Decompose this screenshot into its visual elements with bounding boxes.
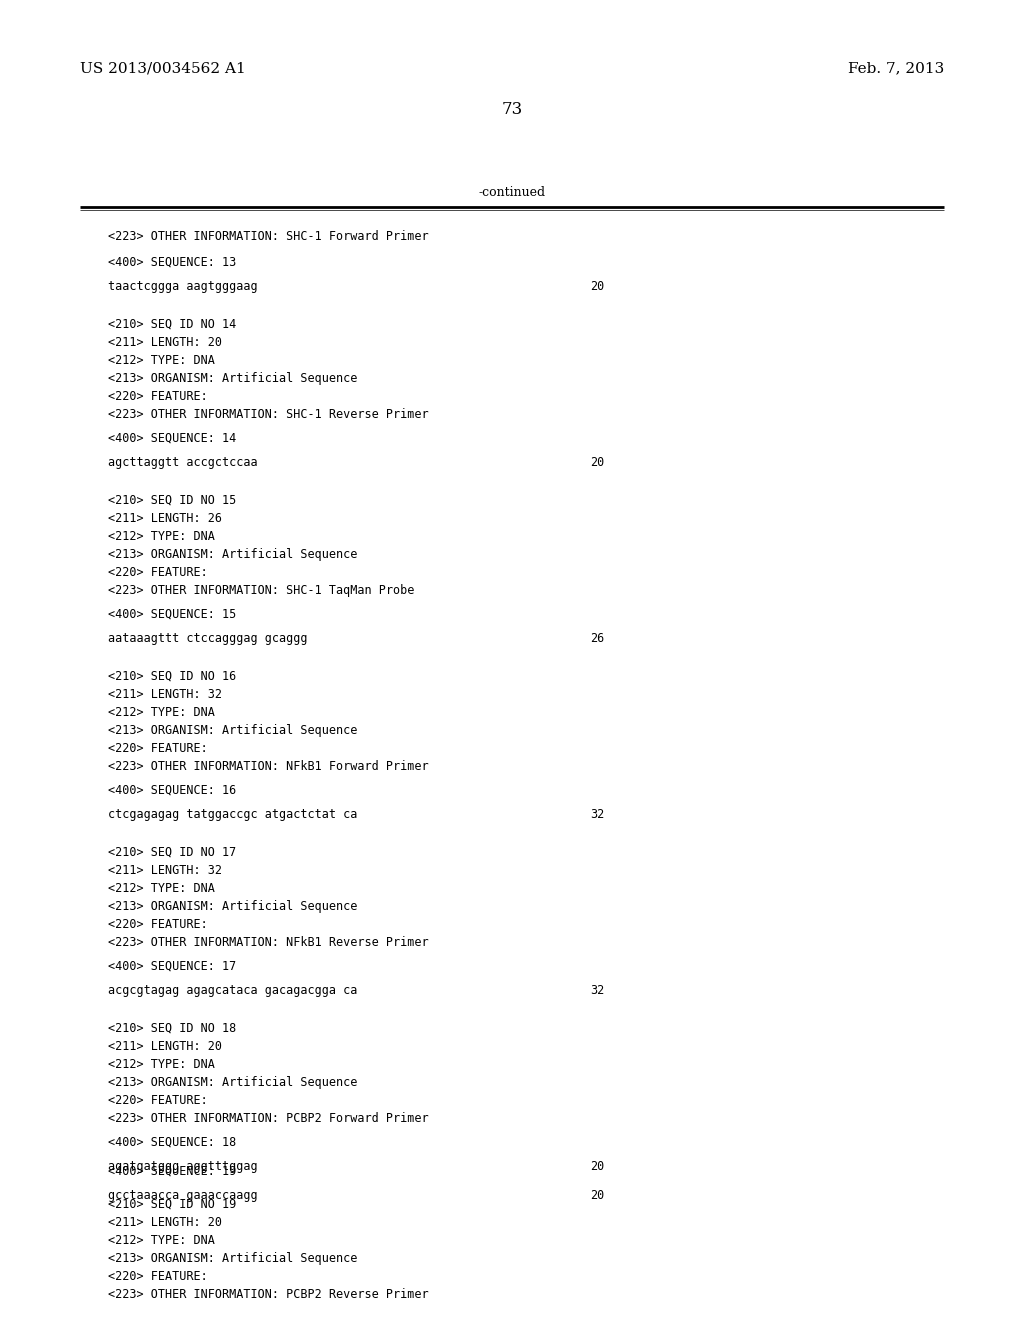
Text: <212> TYPE: DNA: <212> TYPE: DNA — [108, 531, 215, 543]
Text: <211> LENGTH: 32: <211> LENGTH: 32 — [108, 865, 222, 876]
Text: <400> SEQUENCE: 14: <400> SEQUENCE: 14 — [108, 432, 237, 445]
Text: gcctaaacca gaaaccaagg: gcctaaacca gaaaccaagg — [108, 1189, 258, 1203]
Text: US 2013/0034562 A1: US 2013/0034562 A1 — [80, 61, 246, 75]
Text: <223> OTHER INFORMATION: NFkB1 Forward Primer: <223> OTHER INFORMATION: NFkB1 Forward P… — [108, 760, 429, 774]
Text: <223> OTHER INFORMATION: SHC-1 Reverse Primer: <223> OTHER INFORMATION: SHC-1 Reverse P… — [108, 408, 429, 421]
Text: <213> ORGANISM: Artificial Sequence: <213> ORGANISM: Artificial Sequence — [108, 1076, 357, 1089]
Text: <211> LENGTH: 20: <211> LENGTH: 20 — [108, 1216, 222, 1229]
Text: <220> FEATURE:: <220> FEATURE: — [108, 742, 208, 755]
Text: <220> FEATURE:: <220> FEATURE: — [108, 566, 208, 579]
Text: <212> TYPE: DNA: <212> TYPE: DNA — [108, 1059, 215, 1071]
Text: -continued: -continued — [478, 186, 546, 198]
Text: <212> TYPE: DNA: <212> TYPE: DNA — [108, 882, 215, 895]
Text: 20: 20 — [590, 1189, 604, 1203]
Text: <400> SEQUENCE: 15: <400> SEQUENCE: 15 — [108, 609, 237, 620]
Text: <223> OTHER INFORMATION: SHC-1 TaqMan Probe: <223> OTHER INFORMATION: SHC-1 TaqMan Pr… — [108, 583, 415, 597]
Text: taactcggga aagtgggaag: taactcggga aagtgggaag — [108, 280, 258, 293]
Text: <220> FEATURE:: <220> FEATURE: — [108, 917, 208, 931]
Text: <223> OTHER INFORMATION: PCBP2 Reverse Primer: <223> OTHER INFORMATION: PCBP2 Reverse P… — [108, 1288, 429, 1302]
Text: <223> OTHER INFORMATION: SHC-1 Forward Primer: <223> OTHER INFORMATION: SHC-1 Forward P… — [108, 230, 429, 243]
Text: <213> ORGANISM: Artificial Sequence: <213> ORGANISM: Artificial Sequence — [108, 1251, 357, 1265]
Text: <211> LENGTH: 20: <211> LENGTH: 20 — [108, 1040, 222, 1053]
Text: 32: 32 — [590, 808, 604, 821]
Text: 20: 20 — [590, 280, 604, 293]
Text: agcttaggtt accgctccaa: agcttaggtt accgctccaa — [108, 455, 258, 469]
Text: <213> ORGANISM: Artificial Sequence: <213> ORGANISM: Artificial Sequence — [108, 900, 357, 913]
Text: <400> SEQUENCE: 19: <400> SEQUENCE: 19 — [108, 1166, 237, 1177]
Text: <223> OTHER INFORMATION: NFkB1 Reverse Primer: <223> OTHER INFORMATION: NFkB1 Reverse P… — [108, 936, 429, 949]
Text: Feb. 7, 2013: Feb. 7, 2013 — [848, 61, 944, 75]
Text: ctcgagagag tatggaccgc atgactctat ca: ctcgagagag tatggaccgc atgactctat ca — [108, 808, 357, 821]
Text: <211> LENGTH: 32: <211> LENGTH: 32 — [108, 688, 222, 701]
Text: <210> SEQ ID NO 18: <210> SEQ ID NO 18 — [108, 1022, 237, 1035]
Text: <220> FEATURE:: <220> FEATURE: — [108, 1094, 208, 1107]
Text: acgcgtagag agagcataca gacagacgga ca: acgcgtagag agagcataca gacagacgga ca — [108, 983, 357, 997]
Text: 32: 32 — [590, 983, 604, 997]
Text: <212> TYPE: DNA: <212> TYPE: DNA — [108, 706, 215, 719]
Text: <220> FEATURE:: <220> FEATURE: — [108, 1270, 208, 1283]
Text: <210> SEQ ID NO 16: <210> SEQ ID NO 16 — [108, 671, 237, 682]
Text: <212> TYPE: DNA: <212> TYPE: DNA — [108, 354, 215, 367]
Text: <210> SEQ ID NO 19: <210> SEQ ID NO 19 — [108, 1199, 237, 1210]
Text: <210> SEQ ID NO 17: <210> SEQ ID NO 17 — [108, 846, 237, 859]
Text: 73: 73 — [502, 102, 522, 119]
Text: 26: 26 — [590, 632, 604, 645]
Text: <211> LENGTH: 20: <211> LENGTH: 20 — [108, 337, 222, 348]
Text: <210> SEQ ID NO 15: <210> SEQ ID NO 15 — [108, 494, 237, 507]
Text: 20: 20 — [590, 1160, 604, 1173]
Text: <213> ORGANISM: Artificial Sequence: <213> ORGANISM: Artificial Sequence — [108, 372, 357, 385]
Text: 20: 20 — [590, 455, 604, 469]
Text: aataaagttt ctccagggag gcaggg: aataaagttt ctccagggag gcaggg — [108, 632, 307, 645]
Text: <220> FEATURE:: <220> FEATURE: — [108, 389, 208, 403]
Text: <400> SEQUENCE: 17: <400> SEQUENCE: 17 — [108, 960, 237, 973]
Text: <400> SEQUENCE: 16: <400> SEQUENCE: 16 — [108, 784, 237, 797]
Text: <212> TYPE: DNA: <212> TYPE: DNA — [108, 1234, 215, 1247]
Text: <210> SEQ ID NO 14: <210> SEQ ID NO 14 — [108, 318, 237, 331]
Text: <213> ORGANISM: Artificial Sequence: <213> ORGANISM: Artificial Sequence — [108, 723, 357, 737]
Text: agatgatggg aggtttggag: agatgatggg aggtttggag — [108, 1160, 258, 1173]
Text: <400> SEQUENCE: 18: <400> SEQUENCE: 18 — [108, 1137, 237, 1148]
Text: <400> SEQUENCE: 13: <400> SEQUENCE: 13 — [108, 256, 237, 269]
Text: <213> ORGANISM: Artificial Sequence: <213> ORGANISM: Artificial Sequence — [108, 548, 357, 561]
Text: <211> LENGTH: 26: <211> LENGTH: 26 — [108, 512, 222, 525]
Text: <223> OTHER INFORMATION: PCBP2 Forward Primer: <223> OTHER INFORMATION: PCBP2 Forward P… — [108, 1111, 429, 1125]
